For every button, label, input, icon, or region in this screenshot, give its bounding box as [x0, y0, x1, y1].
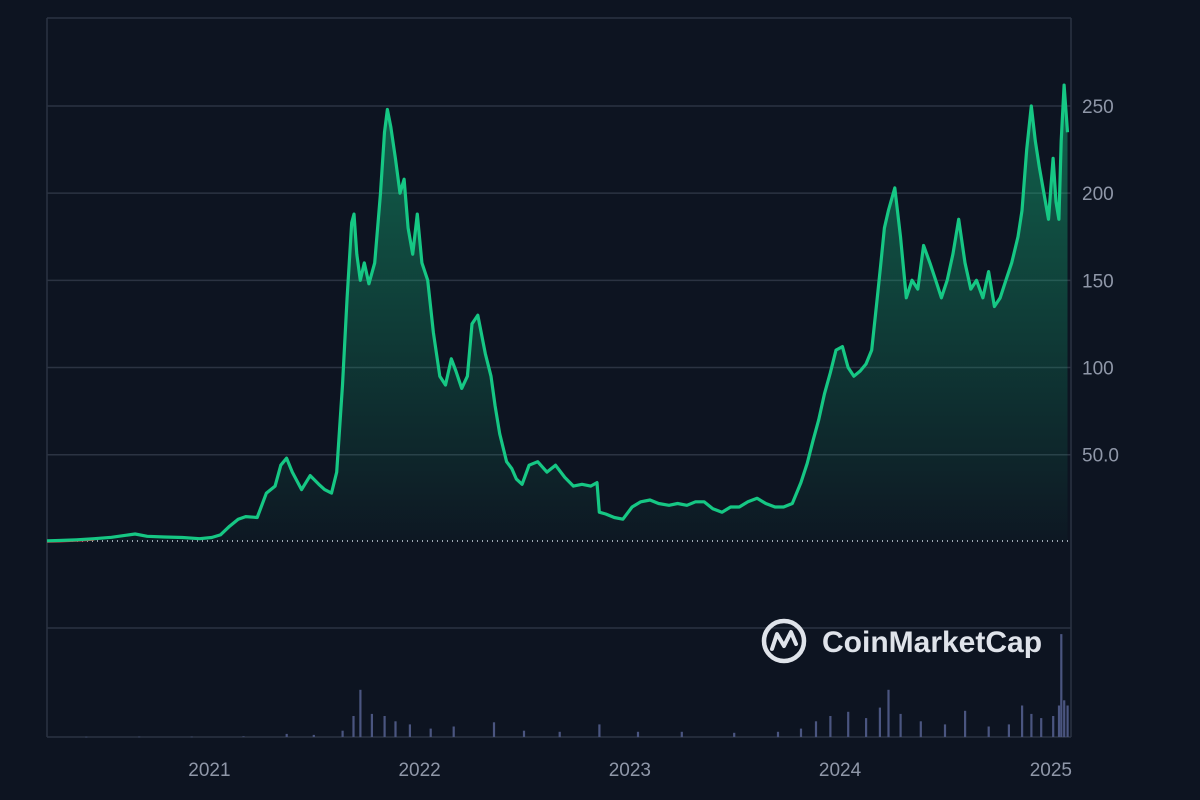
- volume-bar: [138, 736, 141, 738]
- volume-bar: [352, 716, 355, 737]
- y-tick-label: 250: [1082, 97, 1114, 118]
- volume-bar: [1057, 705, 1061, 737]
- volume-bar: [558, 731, 561, 738]
- volume-bar: [964, 710, 967, 738]
- volume-bar: [1007, 724, 1010, 737]
- volume-bar: [85, 736, 88, 738]
- volume-bar: [1066, 705, 1069, 737]
- volume-bar: [814, 721, 818, 738]
- volume-bar: [1021, 705, 1024, 737]
- y-tick-label: 100: [1082, 359, 1114, 380]
- volume-bar: [452, 726, 455, 737]
- volume-bar: [1052, 716, 1055, 737]
- volume-bars: [85, 634, 1069, 738]
- volume-bar: [492, 722, 496, 737]
- volume-bar: [312, 734, 315, 737]
- coinmarketcap-logo-icon: [761, 618, 807, 664]
- x-tick-label: 2021: [188, 760, 230, 781]
- volume-bar: [899, 713, 902, 737]
- volume-bar: [394, 721, 397, 738]
- brand-name: CoinMarketCap: [822, 626, 1042, 659]
- y-tick-label: 150: [1082, 271, 1114, 292]
- coinmarketcap-watermark: CoinMarketCap: [761, 618, 1042, 664]
- volume-bar: [408, 724, 411, 737]
- volume-bar: [370, 713, 373, 737]
- price-area-fill: [47, 85, 1068, 541]
- y-axis-ticks: 50.0 100 150 200 250: [1082, 97, 1119, 467]
- volume-bar: [829, 716, 832, 737]
- volume-bar: [680, 731, 683, 738]
- volume-bar: [847, 711, 850, 737]
- volume-bar: [1060, 634, 1063, 737]
- volume-bar: [359, 689, 362, 738]
- x-axis-ticks: 2021 2022 2023 2024 2025: [188, 760, 1072, 781]
- volume-bar: [383, 716, 386, 737]
- volume-bar: [190, 736, 193, 738]
- x-tick-label: 2024: [819, 760, 862, 781]
- volume-bar: [636, 731, 640, 738]
- volume-bar: [285, 733, 288, 737]
- price-line: [46, 83, 1070, 543]
- x-tick-label: 2022: [398, 760, 440, 781]
- volume-bar: [522, 730, 526, 737]
- volume-bar: [799, 728, 803, 737]
- x-tick-label: 2025: [1030, 760, 1072, 781]
- volume-bar: [1030, 713, 1033, 737]
- volume-bar: [341, 730, 344, 737]
- volume-bar: [943, 724, 947, 737]
- y-tick-label: 50.0: [1082, 446, 1119, 467]
- volume-bar: [987, 726, 990, 737]
- volume-bar: [919, 721, 922, 738]
- volume-bar: [1063, 700, 1066, 738]
- x-tick-label: 2023: [609, 760, 651, 781]
- volume-bar: [242, 736, 245, 737]
- volume-bar: [865, 718, 868, 737]
- y-tick-label: 200: [1082, 184, 1114, 205]
- volume-bar: [1040, 718, 1043, 737]
- volume-bar: [878, 707, 881, 737]
- volume-bar: [429, 728, 432, 737]
- volume-bar: [733, 732, 736, 737]
- volume-bar: [776, 731, 780, 738]
- volume-bar: [598, 724, 601, 737]
- volume-bar: [887, 689, 890, 738]
